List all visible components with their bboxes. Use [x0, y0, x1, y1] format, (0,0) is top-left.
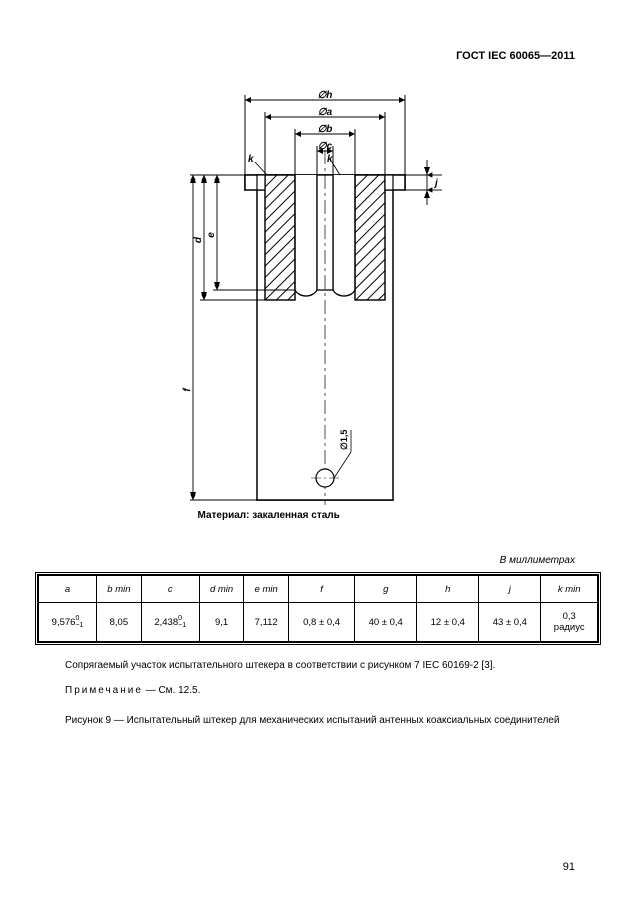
mating-note: Сопрягаемый участок испытательного штеке… — [65, 660, 495, 671]
col-c: c — [141, 576, 199, 603]
cell-j: 43 ± 0,4 — [479, 603, 541, 642]
technical-drawing-svg: ∅h ∅a ∅b ∅c — [135, 90, 495, 510]
material-label: Материал: закаленная сталь — [0, 510, 630, 521]
cell-c: 2,4380−1 — [141, 603, 199, 642]
cell-e: 7,112 — [244, 603, 289, 642]
figure-caption: Рисунок 9 — Испытательный штекер для мех… — [65, 715, 559, 726]
dimensions-table-wrap: a b min c d min e min f g h j k min 9,57… — [35, 572, 601, 650]
col-k: k min — [541, 576, 598, 603]
dim-j: j — [433, 178, 438, 189]
dimensions-table: a b min c d min e min f g h j k min 9,57… — [38, 575, 598, 642]
col-e: e min — [244, 576, 289, 603]
dim-f: f — [182, 387, 193, 392]
col-j: j — [479, 576, 541, 603]
col-d: d min — [199, 576, 244, 603]
col-f: f — [288, 576, 354, 603]
dim-k-right: k — [327, 154, 333, 165]
page: ГОСТ IEC 60065—2011 — [0, 0, 630, 913]
dim-hole: ∅1,5 — [339, 430, 349, 450]
dim-e: e — [206, 232, 217, 238]
cell-h: 12 ± 0,4 — [417, 603, 479, 642]
table-data-row: 9,5760−1 8,05 2,4380−1 9,1 7,112 0,8 ± 0… — [39, 603, 598, 642]
document-standard-header: ГОСТ IEC 60065—2011 — [456, 50, 575, 62]
cell-b: 8,05 — [97, 603, 142, 642]
cell-f: 0,8 ± 0,4 — [288, 603, 354, 642]
units-label: В миллиметрах — [500, 555, 575, 566]
cell-d: 9,1 — [199, 603, 244, 642]
table-header-row: a b min c d min e min f g h j k min — [39, 576, 598, 603]
dim-a: ∅a — [318, 107, 333, 118]
cell-k: 0,3радиус — [541, 603, 598, 642]
figure-9-drawing: ∅h ∅a ∅b ∅c — [0, 90, 630, 515]
col-b: b min — [97, 576, 142, 603]
page-number: 91 — [563, 861, 575, 873]
cell-a: 9,5760−1 — [39, 603, 97, 642]
dim-b: ∅b — [318, 124, 333, 135]
col-g: g — [355, 576, 417, 603]
col-a: a — [39, 576, 97, 603]
dim-d: d — [193, 236, 204, 243]
note-12-5: Примечание — См. 12.5. — [65, 685, 200, 696]
dim-k-left: k — [248, 154, 254, 165]
col-h: h — [417, 576, 479, 603]
cell-g: 40 ± 0,4 — [355, 603, 417, 642]
dim-h: ∅h — [318, 90, 333, 101]
